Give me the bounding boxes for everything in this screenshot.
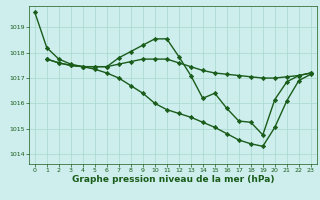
- X-axis label: Graphe pression niveau de la mer (hPa): Graphe pression niveau de la mer (hPa): [72, 175, 274, 184]
